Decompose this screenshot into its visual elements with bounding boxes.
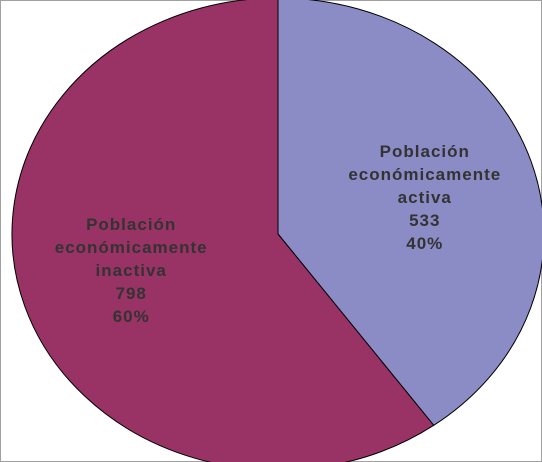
percent-label: 60%: [112, 306, 150, 326]
percent-label: 40%: [406, 234, 444, 254]
slice-label: Población económicamente inactiva 798 60%: [36, 213, 226, 328]
value-label: 798: [115, 283, 147, 303]
pie-slice: [11, 0, 435, 462]
category-label: Población económicamente activa: [348, 142, 502, 208]
slice-label: Población económicamente activa 533 40%: [330, 140, 520, 255]
value-label: 533: [409, 211, 441, 231]
pie-slice: [277, 0, 542, 426]
category-label: Población económicamente inactiva: [54, 214, 208, 280]
